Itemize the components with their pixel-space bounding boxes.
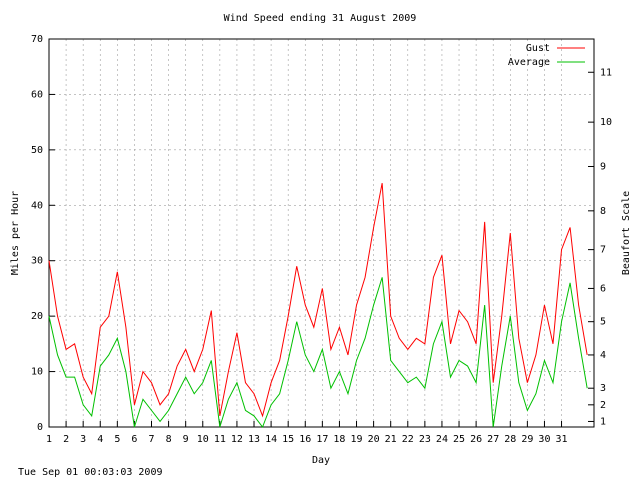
y-tick-label: 10 <box>31 367 43 378</box>
x-tick-label: 27 <box>487 434 499 445</box>
y2-tick-label: 4 <box>600 350 606 361</box>
legend-label: Average <box>508 57 550 68</box>
x-tick-label: 7 <box>148 434 154 445</box>
x-tick-label: 4 <box>97 434 103 445</box>
y-tick-label: 0 <box>37 422 43 433</box>
x-tick-label: 21 <box>385 434 397 445</box>
legend-label: Gust <box>526 43 550 54</box>
x-tick-label: 24 <box>436 434 448 445</box>
y2-tick-label: 2 <box>600 400 606 411</box>
x-tick-label: 8 <box>166 434 172 445</box>
x-tick-label: 30 <box>538 434 550 445</box>
plot-frame <box>48 38 595 428</box>
x-tick-label: 12 <box>231 434 243 445</box>
y2-tick-label: 7 <box>600 245 606 256</box>
x-tick-label: 9 <box>183 434 189 445</box>
x-tick-label: 23 <box>419 434 431 445</box>
y2-tick-label: 3 <box>600 383 606 394</box>
x-tick-label: 10 <box>197 434 209 445</box>
chart-title: Wind Speed ending 31 August 2009 <box>224 13 417 24</box>
y-tick-label: 30 <box>31 256 43 267</box>
x-axis-label: Day <box>312 455 330 466</box>
x-tick-label: 31 <box>556 434 568 445</box>
x-tick-label: 26 <box>470 434 482 445</box>
y2-tick-label: 8 <box>600 206 606 217</box>
x-tick-label: 6 <box>131 434 137 445</box>
x-tick-label: 2 <box>63 434 69 445</box>
x-tick-label: 5 <box>114 434 120 445</box>
x-tick-label: 19 <box>351 434 363 445</box>
y2-tick-label: 5 <box>600 317 606 328</box>
series-line <box>48 183 588 418</box>
x-tick-label: 20 <box>368 434 380 445</box>
x-tick-label: 22 <box>402 434 414 445</box>
y2-tick-label: 6 <box>600 283 606 294</box>
x-tick-label: 16 <box>299 434 311 445</box>
x-tick-label: 1 <box>46 434 52 445</box>
x-tick-label: 15 <box>282 434 294 445</box>
y2-tick-label: 10 <box>600 117 612 128</box>
y-tick-label: 20 <box>31 311 43 322</box>
series-line <box>48 277 588 429</box>
x-tick-label: 11 <box>214 434 226 445</box>
y-tick-label: 50 <box>31 145 43 156</box>
x-tick-label: 18 <box>333 434 345 445</box>
y2-tick-label: 1 <box>600 416 606 427</box>
x-tick-label: 28 <box>504 434 516 445</box>
y-tick-label: 60 <box>31 89 43 100</box>
x-tick-label: 29 <box>521 434 533 445</box>
x-tick-label: 25 <box>453 434 465 445</box>
x-tick-label: 14 <box>265 434 277 445</box>
x-tick-label: 3 <box>80 434 86 445</box>
y2-tick-label: 11 <box>600 67 612 78</box>
y-axis-label: Miles per Hour <box>10 191 21 275</box>
footer: Tue Sep 01 00:03:03 2009 <box>18 467 163 478</box>
x-tick-label: 13 <box>248 434 260 445</box>
y2-axis-label: Beaufort Scale <box>621 191 632 275</box>
y-tick-label: 40 <box>31 200 43 211</box>
y-tick-label: 70 <box>31 34 43 45</box>
y2-tick-label: 9 <box>600 161 606 172</box>
x-tick-label: 17 <box>316 434 328 445</box>
